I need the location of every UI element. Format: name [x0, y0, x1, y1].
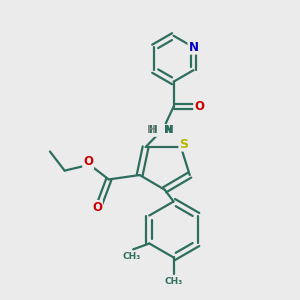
Text: S: S — [179, 138, 188, 151]
Text: CH₃: CH₃ — [164, 277, 183, 286]
Text: O: O — [194, 100, 204, 113]
Text: O: O — [92, 201, 102, 214]
Text: N: N — [188, 41, 198, 54]
Text: H: H — [146, 125, 155, 135]
Text: N: N — [164, 125, 173, 135]
Text: CH₃: CH₃ — [122, 252, 141, 261]
Text: H  N: H N — [149, 125, 174, 135]
Text: O: O — [83, 155, 93, 168]
